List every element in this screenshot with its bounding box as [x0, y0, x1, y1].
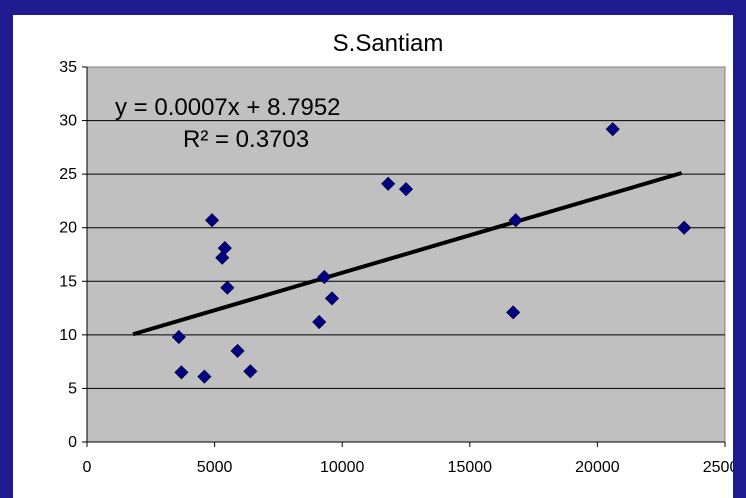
x-tick-label-15000: 15000 [448, 459, 493, 476]
data-point-1 [174, 365, 189, 380]
y-tick-label-35: 35 [59, 59, 77, 76]
x-tick-label-10000: 10000 [320, 459, 365, 476]
data-point-6 [220, 280, 235, 295]
data-point-17 [677, 220, 692, 235]
data-point-14 [506, 305, 521, 320]
y-tick-label-30: 30 [59, 113, 77, 130]
y-tick-label-20: 20 [59, 220, 77, 237]
x-tick-label-20000: 20000 [575, 459, 620, 476]
chart-title: S.Santiam [333, 30, 444, 57]
data-point-12 [381, 176, 396, 191]
data-point-4 [215, 250, 230, 265]
y-tick-label-25: 25 [59, 166, 77, 183]
y-tick-label-0: 0 [68, 434, 77, 451]
data-point-2 [197, 369, 212, 384]
y-tick-label-10: 10 [59, 327, 77, 344]
data-point-5 [217, 241, 232, 256]
data-point-8 [243, 364, 258, 379]
data-point-15 [508, 213, 523, 228]
trendline [132, 171, 683, 337]
x-tick-label-0: 0 [83, 459, 92, 476]
trendline-r-squared: R² = 0.3703 [183, 126, 309, 153]
trendline-equation: y = 0.0007x + 8.7952 [115, 94, 341, 121]
scatter-chart: 051015202530350500010000150002000025000 … [59, 30, 733, 476]
data-point-10 [317, 269, 332, 285]
chart-frame: 051015202530350500010000150002000025000 … [13, 15, 733, 498]
data-point-7 [230, 343, 245, 358]
y-tick-label-15: 15 [59, 273, 77, 290]
data-point-3 [204, 213, 220, 228]
data-point-11 [324, 291, 340, 306]
data-point-13 [398, 182, 414, 197]
data-point-16 [605, 122, 620, 137]
x-tick-label-25000: 25000 [703, 459, 733, 476]
data-point-9 [312, 314, 327, 330]
x-tick-label-5000: 5000 [197, 459, 233, 476]
y-tick-label-5: 5 [68, 380, 77, 397]
data-point-0 [171, 329, 186, 345]
